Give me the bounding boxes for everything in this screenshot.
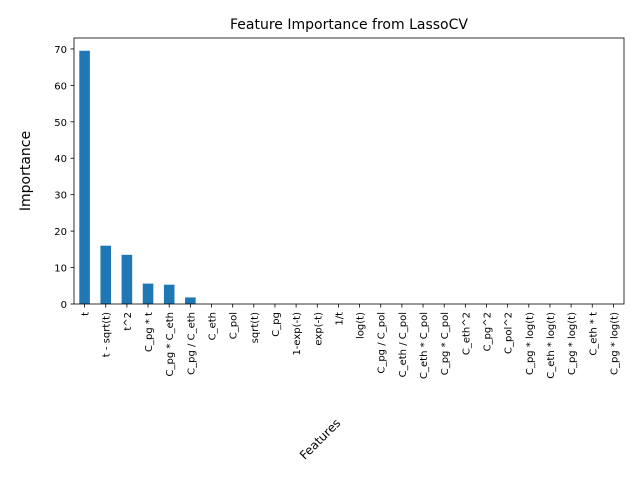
- x-tick-label-9: C_pg: [271, 312, 282, 337]
- bar-1: [100, 245, 112, 304]
- y-tick-label-0: 0: [61, 300, 67, 311]
- x-tick-label-1: t - sqrt(t): [102, 312, 113, 357]
- x-tick-label-21: C_pg * log(t): [525, 312, 536, 375]
- y-axis-label: Importance: [18, 131, 34, 211]
- x-tick-label-2: t^2: [123, 312, 134, 331]
- y-axis: 0 10 20 30 40 50 60 70: [54, 45, 74, 311]
- y-tick-label-4: 40: [54, 154, 67, 165]
- x-axis: t t - sqrt(t) t^2 C_pg * t C_pg * C_eth C_pg …: [81, 304, 620, 379]
- y-tick-label-2: 20: [54, 227, 67, 238]
- x-tick-label-12: 1/t: [334, 312, 345, 326]
- y-tick-label-7: 70: [54, 45, 67, 56]
- x-tick-label-10: 1-exp(-t): [292, 312, 303, 356]
- x-tick-label-25: C_pg * log(t): [609, 312, 620, 375]
- x-tick-label-16: C_eth * C_pol: [419, 312, 430, 379]
- chart-title: Feature Importance from LassoCV: [230, 17, 468, 33]
- x-tick-label-20: C_pol^2: [504, 312, 515, 354]
- y-tick-label-5: 50: [54, 118, 67, 129]
- x-tick-label-17: C_pg * C_pol: [440, 312, 451, 375]
- x-tick-label-22: C_eth * log(t): [546, 312, 557, 379]
- x-tick-label-24: C_eth * t: [588, 312, 599, 356]
- y-tick-label-1: 10: [54, 264, 67, 275]
- x-tick-label-8: sqrt(t): [250, 312, 261, 343]
- bars-group: [79, 50, 196, 305]
- bar-2: [121, 254, 133, 304]
- x-tick-label-18: C_eth^2: [461, 312, 472, 355]
- x-tick-label-11: exp(-t): [313, 312, 324, 346]
- bar-3: [142, 283, 154, 304]
- x-axis-label: Features: [297, 416, 343, 462]
- x-tick-label-7: C_pol: [229, 312, 240, 339]
- bar-0: [79, 50, 90, 305]
- bar-4: [163, 284, 175, 304]
- x-tick-label-4: C_pg * C_eth: [165, 312, 176, 376]
- y-tick-label-6: 60: [54, 81, 67, 92]
- x-tick-label-23: C_pg * log(t): [567, 312, 578, 375]
- plot-frame: [73, 37, 625, 305]
- x-tick-label-13: log(t): [356, 312, 367, 339]
- y-tick-label-3: 30: [54, 191, 67, 202]
- x-tick-label-5: C_pg / C_eth: [186, 312, 197, 375]
- x-tick-label-14: C_pg / C_pol: [377, 312, 388, 374]
- x-tick-label-6: C_eth: [208, 312, 219, 340]
- x-tick-label-0: t: [81, 312, 92, 316]
- x-tick-label-3: C_pg * t: [144, 312, 155, 352]
- x-tick-label-19: C_pg^2: [483, 312, 494, 351]
- bar-5: [185, 297, 196, 304]
- x-tick-label-15: C_eth / C_pol: [398, 312, 409, 377]
